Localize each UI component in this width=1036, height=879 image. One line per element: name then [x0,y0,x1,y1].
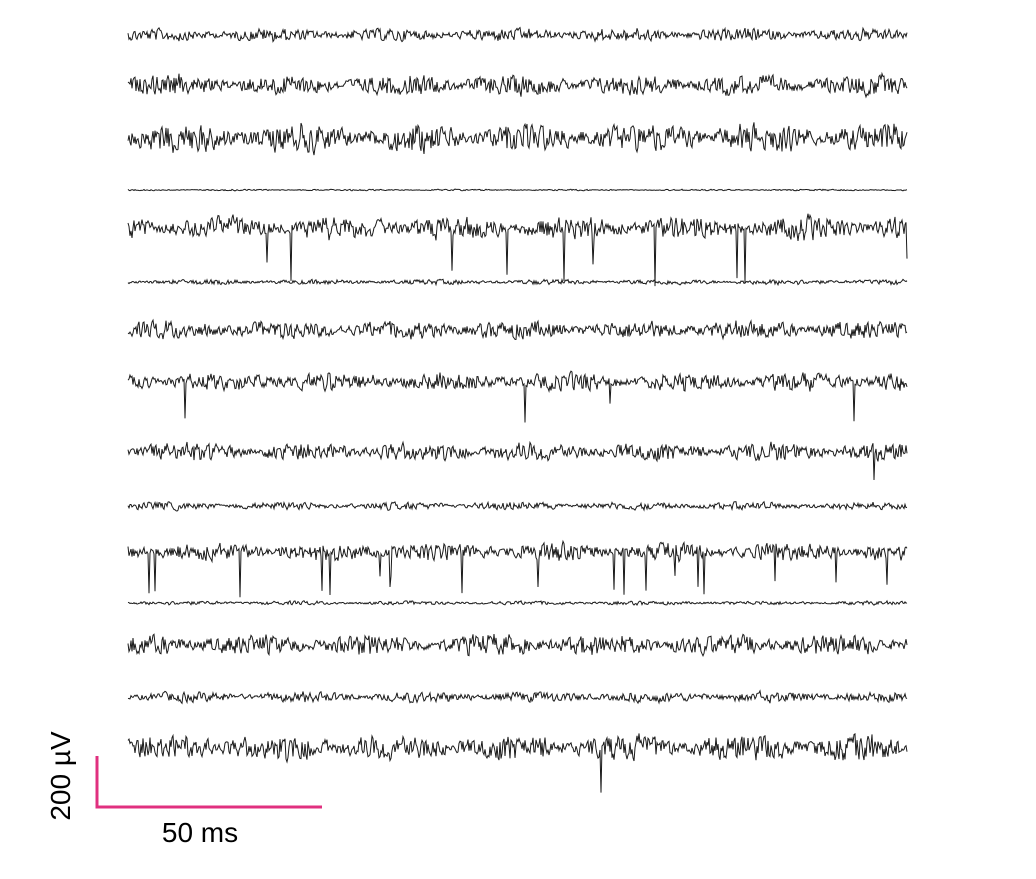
trace [127,689,908,705]
trace [127,440,908,481]
trace [127,122,908,156]
trace [127,633,908,658]
time-label: 50 ms [162,817,238,848]
trace [127,539,908,598]
trace [127,599,908,607]
trace [127,278,908,287]
trace [127,188,908,192]
trace [127,71,908,99]
trace [127,26,908,43]
voltage-label: 200 µV [45,731,76,821]
trace [127,318,908,341]
trace [127,370,908,423]
trace [127,213,908,287]
scale-bar-lines [95,756,322,809]
trace [127,733,908,793]
trace [127,500,908,512]
traces [127,26,908,793]
scale-bar: 200 µV 50 ms [45,731,322,848]
